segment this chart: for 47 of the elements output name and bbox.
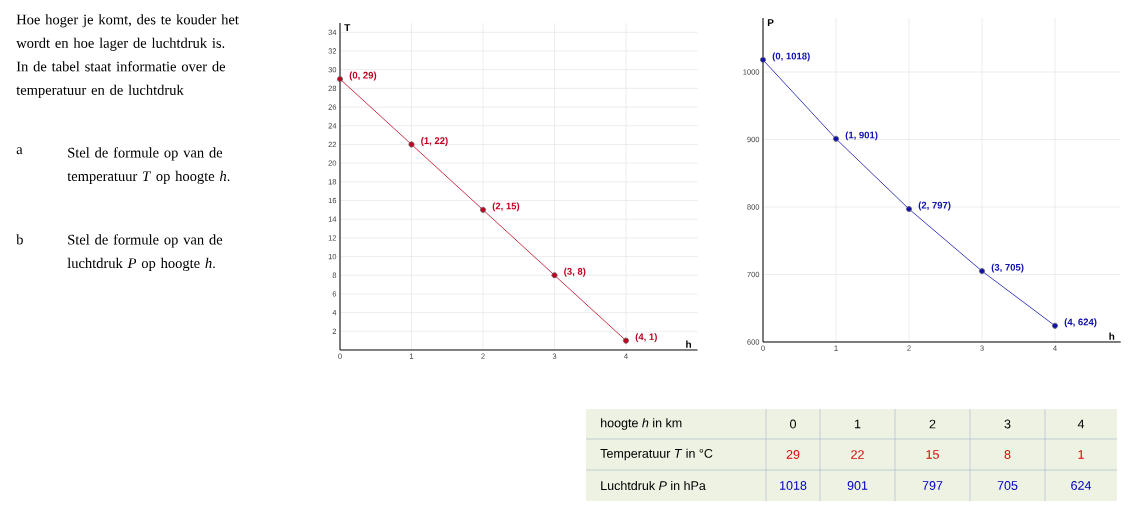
point [760,56,767,63]
y-axis-title: T [344,24,351,32]
data-label: 901 [847,481,868,490]
text: Hoe hoger je komt, des te kouder het wordt en hoe lager de luchtdruk is. In de tabel staat informatie over de temperatuur en de luchtdruk [16,14,239,98]
point [833,135,839,142]
data-label: (2, 15) [492,202,520,212]
y-tick-label: Temperatuur T in °C [600,448,713,461]
x-axis-title: h [686,340,691,348]
data-label: 8 [1004,450,1011,459]
text: b [16,234,23,245]
data-label: 22 [851,450,864,459]
x-axis-title: h [1109,332,1115,340]
point [623,337,630,344]
data-label: 705 [997,481,1018,490]
point [906,206,912,213]
data-label: (1, 22) [421,137,448,146]
point [337,76,344,83]
x-tick-label: 2 [929,419,936,429]
data-label: 797 [922,481,943,490]
y-tick-label: Luchtdruk P in hPa [601,480,706,491]
data-label: 624 [1071,481,1092,490]
point [480,206,487,213]
x-tick-label: 0 [790,419,796,429]
point [1052,322,1058,329]
x-tick-label: 4 [1077,419,1085,429]
data-label: (4, 1) [635,333,657,343]
point [408,141,415,148]
x-tick-label: 3 [1004,419,1011,429]
text: a [16,147,23,155]
data-label: (4, 624) [1064,318,1097,328]
data-label: (3, 8) [564,267,586,277]
text: Stel de formule op van de temperatuur T op hoogte h. [67,147,230,185]
y-axis-title: P [767,19,774,27]
data-label: (0, 29) [349,71,377,81]
data-label: 29 [786,450,800,459]
data-label: (3, 705) [991,263,1024,273]
point [979,268,985,275]
data-label: 15 [926,450,939,459]
point [551,272,558,279]
x-tick-label: 1 [854,419,861,429]
data-label: (0, 1018) [772,52,810,62]
x-axis-title: hoogte h in km [601,418,682,430]
data-label: (1, 901) [845,131,878,141]
data-label: (2, 797) [918,201,951,211]
data-label: 1 [1078,450,1084,459]
data-label: 1018 [780,481,807,490]
text: Stel de formule op van de luchtdruk P op hoogte h. [67,234,223,272]
